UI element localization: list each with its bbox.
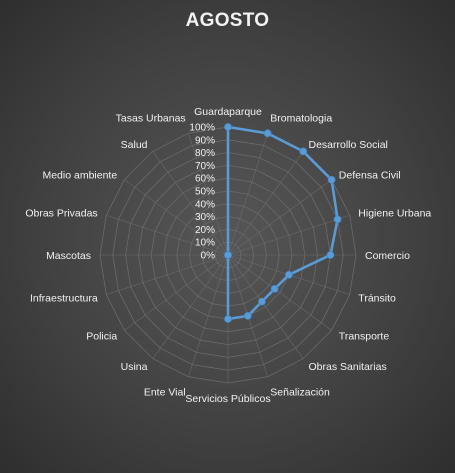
data-point: [327, 175, 336, 184]
tick-label: 10%: [195, 238, 215, 249]
tick-label: 90%: [195, 135, 215, 146]
data-point: [243, 311, 252, 320]
category-label: Tasas Urbanas: [116, 113, 186, 125]
grid-spoke: [188, 133, 229, 256]
data-point: [224, 251, 232, 259]
category-label: Higiene Urbana: [358, 208, 431, 220]
grid-spoke: [227, 215, 350, 256]
tick-label: 0%: [201, 251, 216, 262]
grid-spoke: [106, 254, 229, 295]
grid-spoke: [152, 151, 229, 256]
grid-spoke: [188, 254, 229, 377]
category-label: Bromatologia: [270, 113, 332, 125]
data-point: [284, 270, 293, 279]
chart-title: AGOSTO: [185, 10, 270, 31]
category-label: Obras Sanitarias: [309, 361, 387, 373]
category-label: Obras Privadas: [25, 208, 97, 220]
category-label: Usina: [121, 361, 148, 373]
tick-label: 80%: [195, 148, 215, 159]
category-label: Infraestructura: [30, 292, 98, 304]
tick-label: 30%: [195, 212, 215, 223]
category-label: Transporte: [339, 331, 390, 343]
category-label: Servicios Públicos: [185, 393, 270, 405]
data-point: [224, 315, 232, 323]
grid-spoke: [124, 254, 229, 331]
category-label: Señalización: [270, 386, 330, 398]
tick-label: 100%: [189, 123, 215, 134]
category-label: Ente Vial: [144, 386, 186, 398]
grid-spoke: [106, 215, 229, 256]
category-label: Salud: [121, 139, 148, 151]
category-label: Tránsito: [358, 292, 396, 304]
grid-spoke: [152, 254, 229, 359]
grid-spoke: [124, 179, 229, 256]
tick-label: 20%: [195, 225, 215, 236]
data-point: [224, 123, 232, 131]
data-point: [299, 147, 308, 156]
grid-spoke: [227, 254, 304, 359]
tick-label: 40%: [195, 199, 215, 210]
category-label: Comercio: [365, 250, 410, 262]
grid-spoke: [227, 254, 332, 331]
tick-label: 70%: [195, 161, 215, 172]
category-label: Mascotas: [46, 250, 91, 262]
grid-spoke: [227, 179, 332, 256]
category-label: Guardaparque: [194, 106, 262, 118]
grid-spoke: [227, 151, 304, 256]
data-point: [257, 297, 266, 306]
data-point: [263, 129, 272, 138]
data-point: [270, 284, 279, 293]
data-point: [326, 251, 335, 259]
data-point: [333, 215, 342, 224]
category-label: Defensa Civil: [339, 170, 401, 182]
category-label: Desarrollo Social: [309, 139, 388, 151]
tick-label: 60%: [195, 174, 215, 185]
grid-spoke: [227, 133, 268, 256]
category-label: Policia: [86, 331, 117, 343]
tick-label: 50%: [195, 187, 215, 198]
category-label: Medio ambiente: [42, 170, 117, 182]
